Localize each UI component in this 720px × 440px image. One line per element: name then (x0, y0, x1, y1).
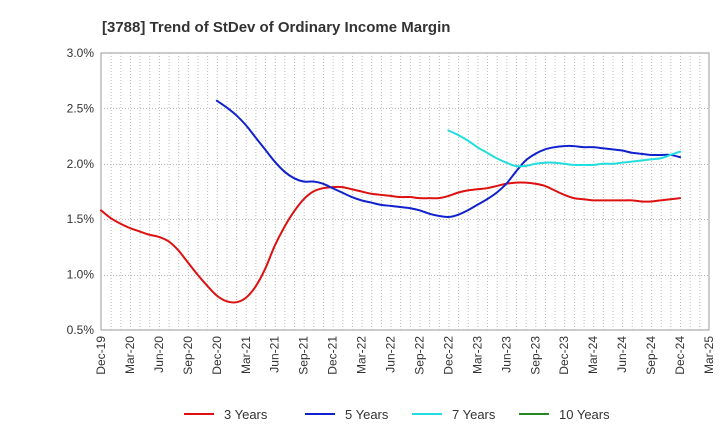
x-tick-label: Sep-23 (528, 336, 542, 375)
y-tick-label: 1.5% (67, 212, 95, 226)
axes: 0.5% 1.0% 1.5% 2.0% 2.5% 3.0% Dec-19 Mar-20 Jun-… (67, 46, 716, 375)
x-tick-label: Dec-24 (673, 336, 687, 375)
x-tick-label: Jun-23 (499, 336, 513, 373)
x-tick-label: Mar-25 (702, 336, 716, 374)
x-tick-label: Jun-24 (615, 336, 629, 373)
legend-label-3: 7 Years (452, 407, 496, 422)
x-tick-label: Jun-21 (268, 336, 282, 373)
y-tick-label: 1.0% (67, 268, 95, 282)
legend-label-2: 5 Years (345, 407, 389, 422)
x-tick-label: Sep-24 (644, 336, 658, 375)
grid (100, 52, 710, 331)
y-tick-label: 3.0% (67, 46, 95, 60)
legend-label-4: 10 Years (559, 407, 610, 422)
y-tick-label: 2.5% (67, 101, 95, 115)
legend: 3 Years 5 Years 7 Years 10 Years (184, 407, 610, 422)
x-tick-label: Sep-20 (181, 336, 195, 375)
x-tick-label: Dec-21 (326, 336, 340, 375)
x-tick-label: Dec-22 (441, 336, 455, 375)
x-tick-label: Mar-24 (586, 336, 600, 374)
legend-label-1: 3 Years (224, 407, 268, 422)
plot-frame (100, 52, 710, 331)
x-tick-label: Dec-20 (210, 336, 224, 375)
series-line-1 (100, 181, 682, 304)
series-line-3 (447, 129, 682, 168)
y-tick-label: 0.5% (67, 323, 95, 337)
x-tick-label: Dec-19 (94, 336, 108, 375)
x-tick-label: Dec-23 (557, 336, 571, 375)
x-tick-label: Mar-22 (355, 336, 369, 374)
x-tick-label: Jun-22 (384, 336, 398, 373)
x-tick-label: Mar-23 (470, 336, 484, 374)
x-tick-label: Mar-21 (239, 336, 253, 374)
x-tick-label: Jun-20 (152, 336, 166, 373)
series-line-2 (215, 99, 682, 219)
y-tick-label: 2.0% (67, 157, 95, 171)
chart-title: [3788] Trend of StDev of Ordinary Income… (102, 19, 450, 36)
x-tick-label: Sep-22 (412, 336, 426, 375)
x-tick-label: Sep-21 (297, 336, 311, 375)
x-tick-label: Mar-20 (123, 336, 137, 374)
series-lines (100, 99, 682, 304)
